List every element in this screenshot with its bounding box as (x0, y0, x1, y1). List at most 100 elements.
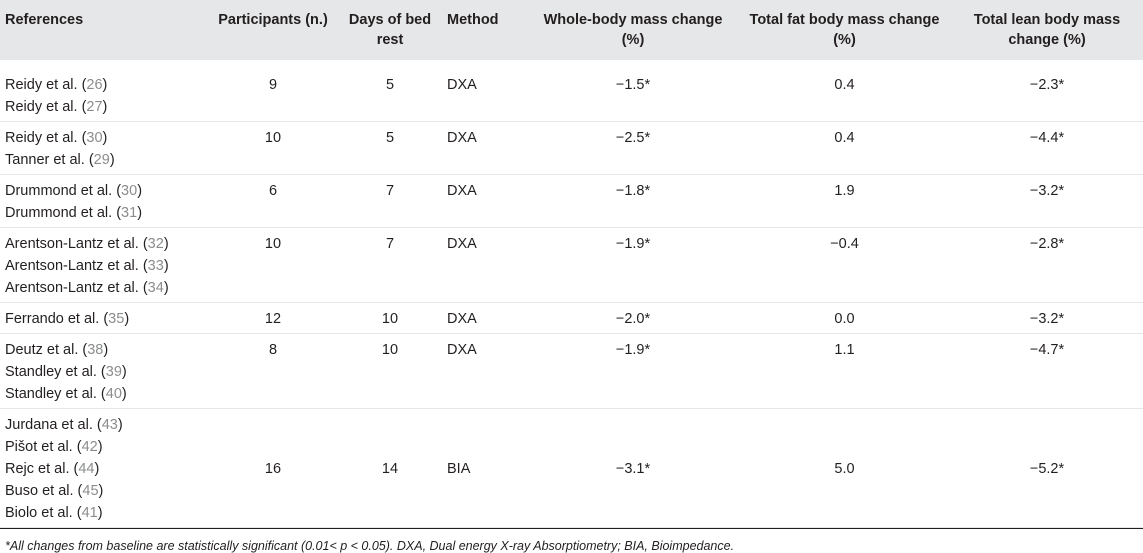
reference-citation: Pišot et al. (42) (5, 436, 202, 458)
reference-close-paren: ) (163, 258, 169, 274)
reference-citation: Drummond et al. (30) (5, 180, 202, 202)
reference-author: Ferrando et al. ( (5, 311, 109, 327)
bed-rest-table: References Participants (n.) Days of bed… (0, 0, 1143, 528)
reference-close-paren: ) (102, 77, 108, 93)
cell-lean-change: −2.8* (951, 227, 1143, 303)
cell-participants: 10 (208, 121, 338, 175)
cell-whole-body-change: −3.1* (528, 408, 738, 528)
reference-number-link[interactable]: 33 (147, 258, 164, 274)
reference-number-link[interactable]: 40 (105, 386, 122, 402)
reference-close-paren: ) (124, 311, 130, 327)
reference-number-link[interactable]: 41 (81, 505, 98, 521)
cell-whole-body-change: −1.5* (528, 60, 738, 122)
reference-citation: Jurdana et al. (43) (5, 414, 202, 436)
reference-number-link[interactable]: 35 (108, 311, 125, 327)
reference-number-link[interactable]: 26 (86, 77, 103, 93)
cell-fat-change: −0.4 (738, 227, 951, 303)
cell-references: Ferrando et al. (35) (0, 302, 208, 334)
header-method: Method (447, 12, 499, 28)
cell-method: DXA (442, 227, 528, 303)
cell-whole-body-change: −2.5* (528, 121, 738, 175)
cell-method: DXA (442, 333, 528, 409)
cell-lean-change: −5.2* (951, 408, 1143, 528)
cell-days: 5 (338, 60, 442, 122)
reference-close-paren: ) (121, 386, 127, 402)
reference-citation: Reidy et al. (30) (5, 127, 202, 149)
reference-close-paren: ) (117, 417, 123, 433)
cell-fat-change: 1.9 (738, 174, 951, 228)
reference-number-link[interactable]: 45 (82, 483, 99, 499)
reference-close-paren: ) (163, 236, 169, 252)
reference-close-paren: ) (98, 483, 104, 499)
table-header: References Participants (n.) Days of bed… (0, 0, 1143, 60)
reference-citation: Drummond et al. (31) (5, 202, 202, 224)
reference-author: Biolo et al. ( (5, 505, 82, 521)
reference-citation: Reidy et al. (27) (5, 96, 202, 118)
cell-days: 7 (338, 174, 442, 228)
cell-lean-change: −3.2* (951, 174, 1143, 228)
reference-close-paren: ) (97, 505, 103, 521)
reference-number-link[interactable]: 42 (81, 439, 98, 455)
reference-author: Arentson-Lantz et al. ( (5, 236, 148, 252)
reference-number-link[interactable]: 39 (105, 364, 122, 380)
table-row: Deutz et al. (38) Standley et al. (39) Sta… (0, 333, 1143, 409)
reference-author: Drummond et al. ( (5, 205, 122, 221)
reference-number-link[interactable]: 29 (93, 152, 110, 168)
reference-close-paren: ) (97, 439, 103, 455)
cell-days: 10 (338, 302, 442, 334)
cell-whole-body-change: −1.8* (528, 174, 738, 228)
reference-author: Tanner et al. ( (5, 152, 94, 168)
reference-author: Reidy et al. ( (5, 130, 87, 146)
cell-participants: 12 (208, 302, 338, 334)
reference-citation: Arentson-Lantz et al. (34) (5, 277, 202, 299)
reference-close-paren: ) (94, 461, 100, 477)
cell-method: DXA (442, 60, 528, 122)
header-row: References Participants (n.) Days of bed… (0, 0, 1143, 60)
reference-close-paren: ) (109, 152, 115, 168)
reference-author: Standley et al. ( (5, 364, 106, 380)
reference-citation: Standley et al. (39) (5, 361, 202, 383)
reference-citation: Standley et al. (40) (5, 383, 202, 405)
reference-number-link[interactable]: 38 (87, 342, 104, 358)
reference-number-link[interactable]: 43 (101, 417, 118, 433)
table-row: Ferrando et al. (35) 12 10 DXA −2.0* 0.0 −3.2* (0, 302, 1143, 334)
reference-author: Rejc et al. ( (5, 461, 79, 477)
reference-citation: Rejc et al. (44) (5, 458, 202, 480)
reference-citation: Arentson-Lantz et al. (32) (5, 233, 202, 255)
reference-author: Arentson-Lantz et al. ( (5, 280, 148, 296)
cell-days: 10 (338, 333, 442, 409)
table-row: Arentson-Lantz et al. (32) Arentson-Lantz… (0, 227, 1143, 303)
header-whole-body: Whole-body mass change (%) (543, 12, 723, 48)
cell-fat-change: 0.4 (738, 121, 951, 175)
reference-close-paren: ) (137, 183, 143, 199)
reference-number-link[interactable]: 44 (78, 461, 95, 477)
reference-number-link[interactable]: 32 (147, 236, 164, 252)
reference-close-paren: ) (103, 342, 109, 358)
reference-citation: Deutz et al. (38) (5, 339, 202, 361)
reference-author: Reidy et al. ( (5, 77, 87, 93)
reference-number-link[interactable]: 30 (121, 183, 138, 199)
cell-method: DXA (442, 121, 528, 175)
reference-author: Drummond et al. ( (5, 183, 122, 199)
reference-number-link[interactable]: 27 (86, 99, 103, 115)
reference-citation: Reidy et al. (26) (5, 74, 202, 96)
cell-days: 5 (338, 121, 442, 175)
header-lean: Total lean body mass change (%) (973, 12, 1121, 48)
header-fat: Total fat body mass change (%) (749, 12, 940, 48)
cell-lean-change: −4.7* (951, 333, 1143, 409)
table-body: Reidy et al. (26) Reidy et al. (27) 9 5 DXA −… (0, 60, 1143, 528)
reference-author: Standley et al. ( (5, 386, 106, 402)
cell-fat-change: 1.1 (738, 333, 951, 409)
cell-whole-body-change: −2.0* (528, 302, 738, 334)
reference-close-paren: ) (137, 205, 143, 221)
table-row: Reidy et al. (30) Tanner et al. (29) 10 5 DX… (0, 121, 1143, 175)
reference-number-link[interactable]: 31 (121, 205, 138, 221)
cell-whole-body-change: −1.9* (528, 227, 738, 303)
reference-number-link[interactable]: 34 (147, 280, 164, 296)
cell-references: Jurdana et al. (43) Pišot et al. (42) Rejc… (0, 408, 208, 528)
reference-close-paren: ) (121, 364, 127, 380)
reference-citation: Arentson-Lantz et al. (33) (5, 255, 202, 277)
table-bottom-rule (0, 528, 1143, 529)
reference-number-link[interactable]: 30 (86, 130, 103, 146)
